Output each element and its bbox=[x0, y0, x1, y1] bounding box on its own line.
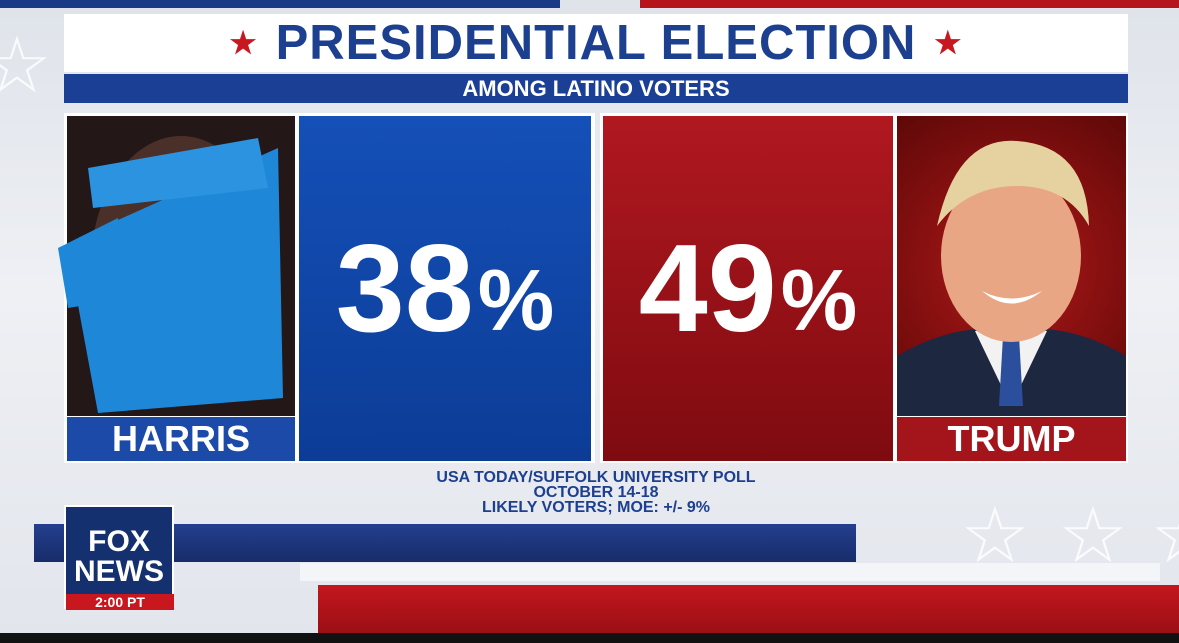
poll-source-name: USA TODAY/SUFFOLK UNIVERSITY POLL bbox=[436, 469, 756, 486]
logo-news-text: NEWS bbox=[74, 555, 164, 588]
trump-percent-value: 49 bbox=[638, 219, 777, 358]
fox-news-logo: FOX NEWS bbox=[64, 505, 174, 609]
trump-percent-box: 49 % bbox=[603, 116, 893, 461]
background-star-icon: ☆ bbox=[960, 491, 1030, 579]
poll-methodology: LIKELY VOTERS; MOE: +/- 9% bbox=[481, 499, 711, 516]
page-title: PRESIDENTIAL ELECTION bbox=[275, 16, 917, 70]
top-blue-stripe bbox=[0, 0, 560, 8]
broadcast-time: 2:00 PT bbox=[66, 594, 174, 610]
background-star-icon: ☆ bbox=[1150, 490, 1179, 581]
top-red-stripe bbox=[640, 0, 1179, 8]
star-icon: ★ bbox=[229, 26, 258, 60]
lower-white-band bbox=[300, 563, 1160, 581]
title-panel: ★ PRESIDENTIAL ELECTION ★ bbox=[64, 14, 1128, 72]
subtitle-bar: AMONG LATINO VOTERS bbox=[64, 74, 1128, 103]
star-icon: ★ bbox=[934, 26, 963, 60]
background-star-icon: ☆ bbox=[0, 21, 52, 109]
trump-name-plate: TRUMP bbox=[897, 417, 1126, 461]
poll-dates: OCTOBER 14-18 bbox=[533, 484, 659, 501]
redaction-scribble bbox=[58, 138, 283, 413]
percent-sign: % bbox=[477, 253, 555, 349]
poll-source: USA TODAY/SUFFOLK UNIVERSITY POLL OCTOBE… bbox=[300, 469, 892, 516]
harris-percent-value: 38 bbox=[335, 219, 474, 358]
harris-name-plate: HARRIS bbox=[67, 417, 295, 461]
candidate-name: TRUMP bbox=[947, 418, 1076, 459]
background-star-icon: ☆ bbox=[1058, 491, 1128, 579]
trump-portrait-image bbox=[897, 140, 1126, 416]
logo-fox-text: FOX bbox=[88, 525, 150, 558]
candidate-name: HARRIS bbox=[111, 418, 250, 459]
page-title-row: ★ PRESIDENTIAL ELECTION ★ bbox=[64, 14, 1128, 72]
lower-red-band bbox=[318, 585, 1179, 633]
percent-sign: % bbox=[780, 253, 858, 349]
bottom-black-strip bbox=[0, 633, 1179, 643]
page-subtitle: AMONG LATINO VOTERS bbox=[462, 75, 730, 101]
trump-photo bbox=[897, 116, 1126, 416]
harris-percent-box: 38 % bbox=[299, 116, 591, 461]
